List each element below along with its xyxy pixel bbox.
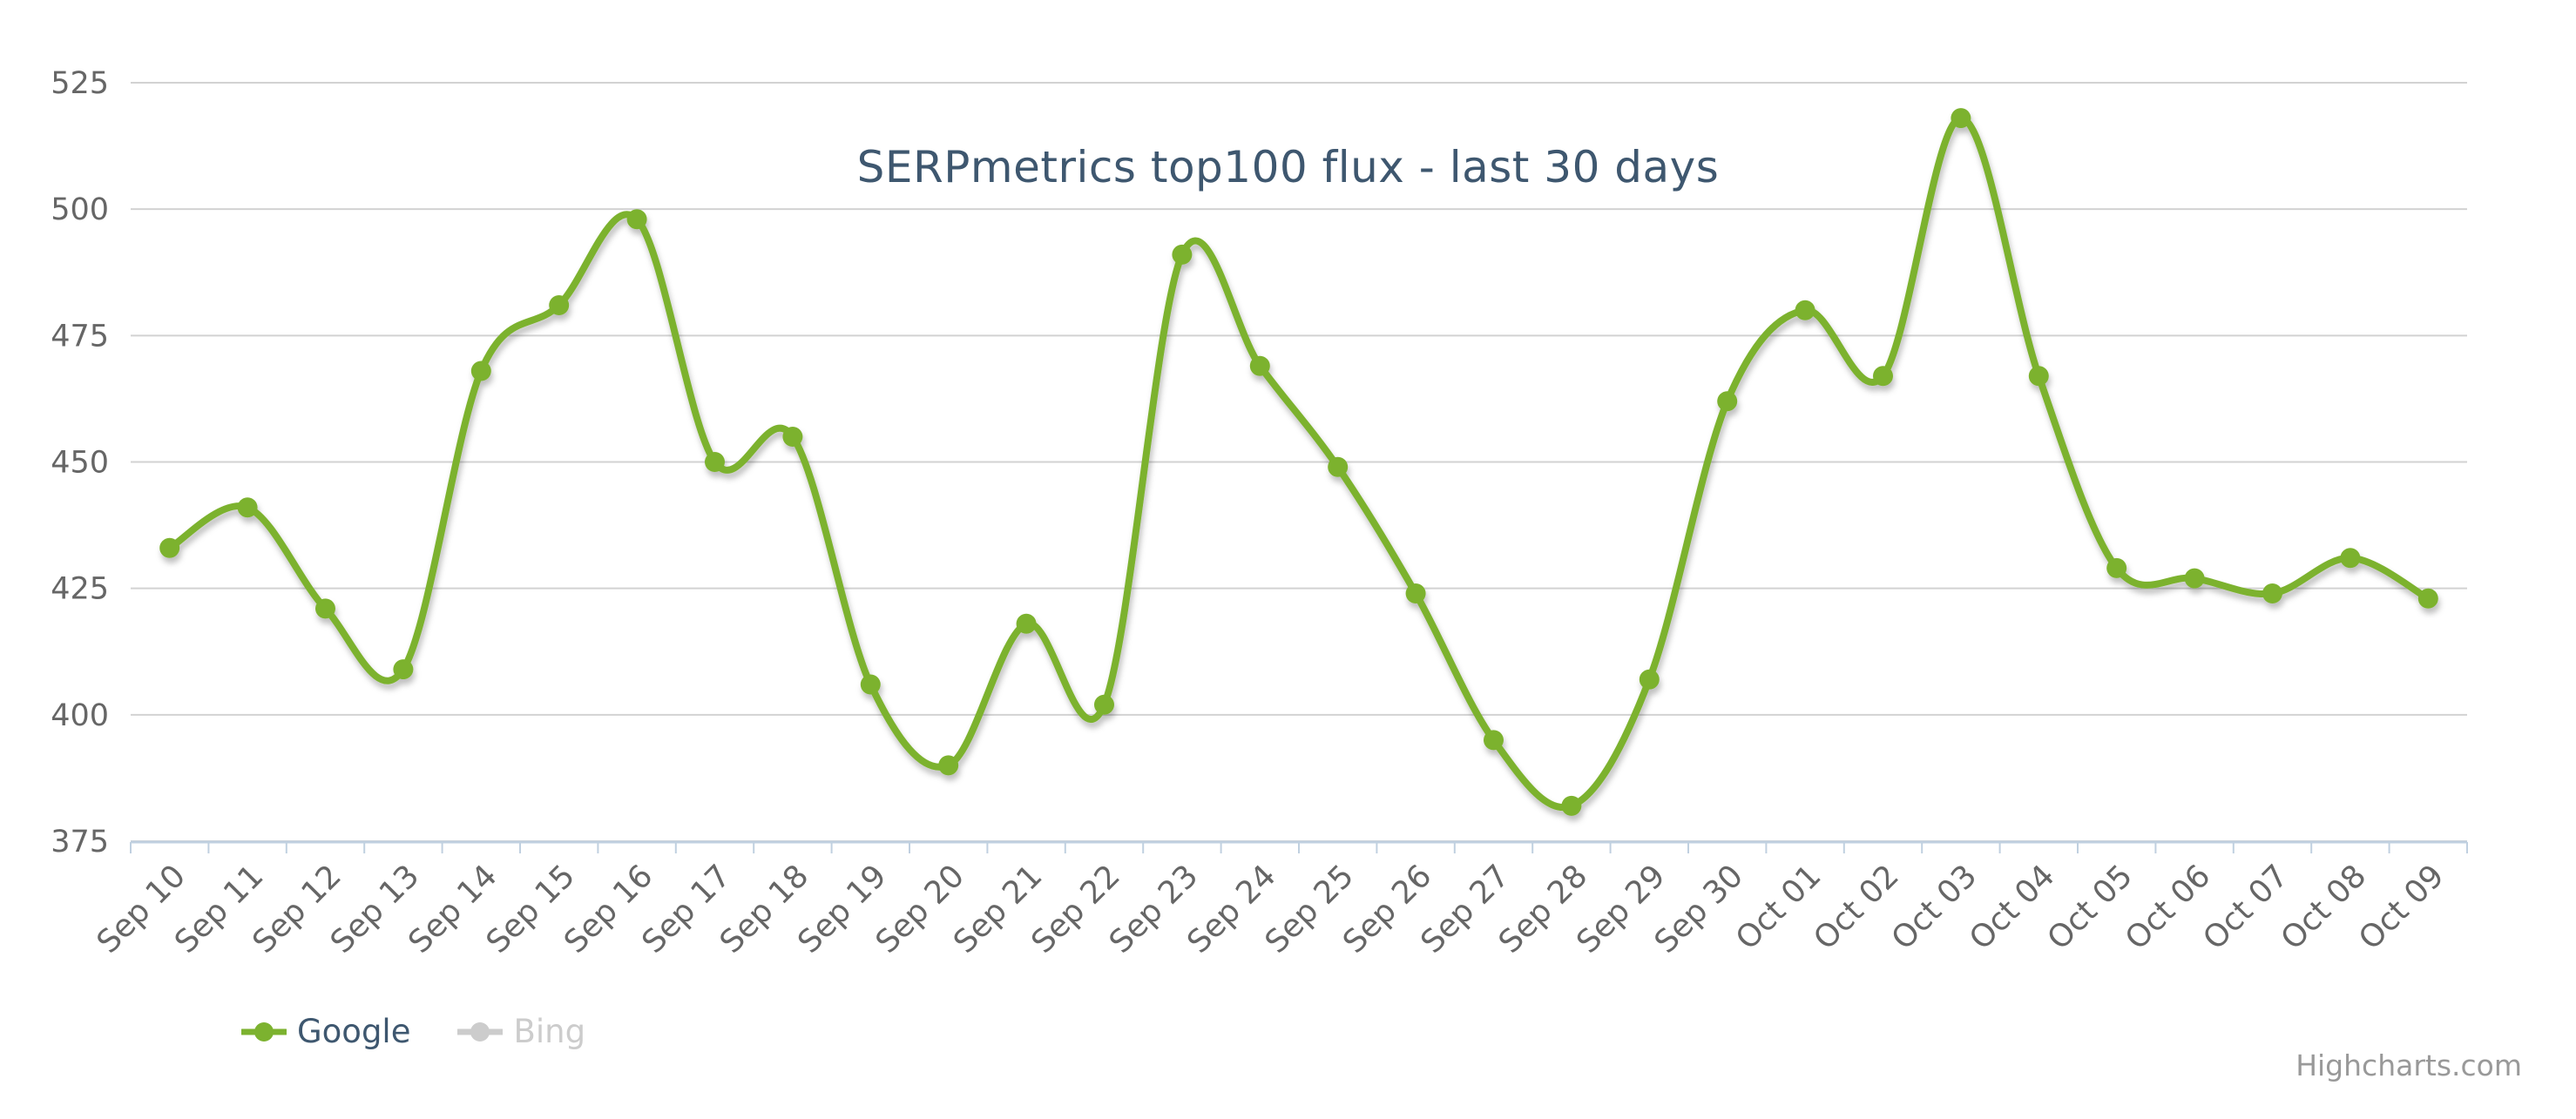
- data-point-marker[interactable]: [1172, 244, 1193, 265]
- data-point-marker[interactable]: [1328, 456, 1349, 477]
- x-axis-tick-label: Oct 07: [2196, 858, 2295, 956]
- data-point-marker[interactable]: [705, 452, 725, 472]
- data-point-marker[interactable]: [2028, 366, 2049, 387]
- y-axis-tick-label: 375: [51, 825, 109, 859]
- x-axis-tick-label: Sep 30: [1648, 858, 1750, 960]
- data-point-marker[interactable]: [626, 209, 647, 230]
- data-point-marker[interactable]: [1795, 300, 1815, 320]
- data-point-marker[interactable]: [860, 674, 881, 695]
- x-axis-tick-label: Oct 03: [1885, 858, 1984, 956]
- data-point-marker[interactable]: [2184, 568, 2205, 589]
- highcharts-credits-link[interactable]: Highcharts.com: [2295, 1048, 2522, 1082]
- y-axis-tick-label: 450: [51, 446, 109, 481]
- x-axis-tick-label: Oct 06: [2119, 858, 2217, 956]
- series-google: [159, 108, 2438, 816]
- data-point-marker[interactable]: [782, 427, 803, 447]
- data-point-marker[interactable]: [2106, 557, 2127, 578]
- data-point-marker[interactable]: [2340, 548, 2361, 569]
- x-axis-tick-label: Oct 08: [2275, 858, 2373, 956]
- x-axis-tick-label: Oct 09: [2352, 858, 2451, 956]
- legend-marker-icon: [457, 1021, 504, 1041]
- data-point-marker[interactable]: [1094, 694, 1114, 715]
- y-axis-tick-label: 425: [51, 572, 109, 607]
- data-point-marker[interactable]: [1873, 366, 1893, 387]
- data-point-marker[interactable]: [1717, 391, 1738, 412]
- legend-item-bing[interactable]: Bing: [457, 1013, 585, 1050]
- data-point-marker[interactable]: [1639, 669, 1660, 690]
- data-point-marker[interactable]: [1405, 583, 1426, 603]
- data-point-marker[interactable]: [549, 295, 570, 315]
- legend-marker-icon: [241, 1021, 287, 1041]
- x-axis-tick-label: Oct 04: [1963, 858, 2061, 956]
- data-point-marker[interactable]: [2262, 583, 2282, 603]
- data-point-marker[interactable]: [1016, 613, 1037, 634]
- x-axis-tick-label: Oct 05: [2041, 858, 2140, 956]
- data-point-marker[interactable]: [393, 659, 414, 680]
- legend-item-label: Bing: [513, 1013, 586, 1050]
- x-axis-tick-label: Oct 02: [1807, 858, 1905, 956]
- y-axis-tick-label: 500: [51, 192, 109, 227]
- data-point-marker[interactable]: [1951, 108, 1971, 129]
- data-point-marker[interactable]: [159, 537, 180, 558]
- x-axis-tick-label: Oct 01: [1729, 858, 1828, 956]
- data-point-marker[interactable]: [470, 361, 491, 381]
- data-point-marker[interactable]: [1561, 795, 1582, 816]
- legend-item-label: Google: [297, 1013, 411, 1050]
- data-point-marker[interactable]: [237, 497, 258, 518]
- y-axis-tick-label: 525: [51, 66, 109, 101]
- data-point-marker[interactable]: [1249, 355, 1270, 376]
- y-axis-tick-label: 475: [51, 319, 109, 354]
- y-axis-tick-label: 400: [51, 698, 109, 733]
- data-point-marker[interactable]: [938, 755, 959, 776]
- data-point-marker[interactable]: [1484, 730, 1504, 751]
- data-point-marker[interactable]: [315, 598, 335, 619]
- legend: Google Bing: [241, 1013, 585, 1050]
- chart-title: SERPmetrics top100 flux - last 30 days: [856, 142, 1720, 192]
- data-point-marker[interactable]: [2417, 588, 2438, 609]
- legend-item-google[interactable]: Google: [241, 1013, 410, 1050]
